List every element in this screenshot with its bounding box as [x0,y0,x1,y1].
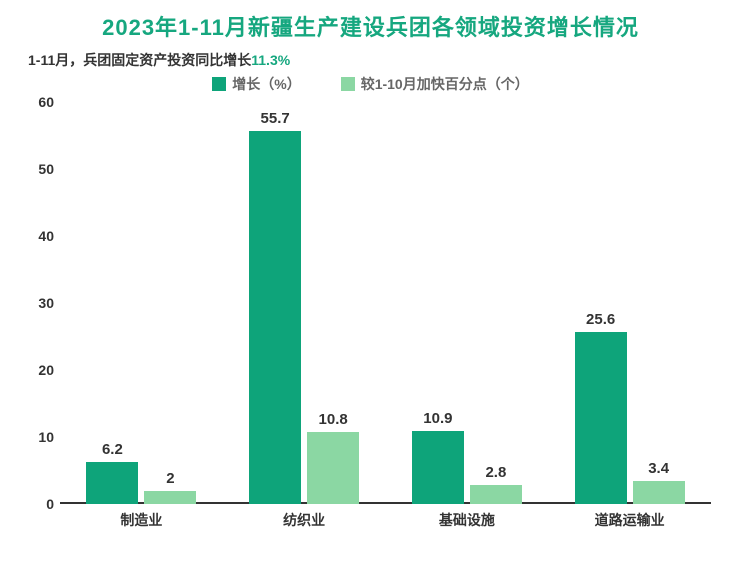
bar-value-label: 10.8 [319,411,348,428]
legend-label-1: 增长（%） [232,74,300,94]
x-axis-labels: 制造业 纺织业 基础设施 道路运输业 [60,508,711,532]
bar-wrap: 3.4 [633,481,685,504]
bar-group: 25.6 3.4 [575,332,685,504]
chart-title: 2023年1-11月新疆生产建设兵团各领域投资增长情况 [20,10,721,42]
bar [470,485,522,504]
bar-value-label: 2.8 [485,464,506,481]
bar [575,332,627,504]
subtitle-prefix: 1-11月，兵团固定资产投资同比增长 [28,52,251,68]
x-axis-label: 纺织业 [283,510,325,530]
bar [86,462,138,504]
bar [412,431,464,504]
bar-wrap: 10.9 [412,431,464,504]
y-tick: 10 [20,429,54,445]
y-tick: 60 [20,94,54,110]
bar-wrap: 6.2 [86,462,138,504]
bar-value-label: 2 [166,470,174,487]
bar-group: 10.9 2.8 [412,431,522,504]
legend-swatch-1 [212,77,226,91]
chart-subtitle: 1-11月，兵团固定资产投资同比增长11.3% [28,50,721,70]
bar-group: 6.22 [86,462,196,504]
bar-group: 55.710.8 [249,131,359,504]
bar-value-label: 10.9 [423,410,452,427]
bar [307,432,359,504]
bar-wrap: 10.8 [307,432,359,504]
bar-wrap: 2 [144,491,196,504]
x-axis-label: 基础设施 [439,510,495,530]
bar-wrap: 2.8 [470,485,522,504]
chart-area: 01020304050606.2255.710.810.92.825.63.4 … [60,102,711,532]
x-axis-label: 道路运输业 [595,510,665,530]
legend-item-growth: 增长（%） [212,74,300,94]
bar [144,491,196,504]
chart-container: 2023年1-11月新疆生产建设兵团各领域投资增长情况 1-11月，兵团固定资产… [0,0,741,582]
y-tick: 50 [20,161,54,177]
bar-wrap: 55.7 [249,131,301,504]
legend-label-2: 较1-10月加快百分点（个） [361,74,529,94]
bar-wrap: 25.6 [575,332,627,504]
y-tick: 20 [20,362,54,378]
legend-swatch-2 [341,77,355,91]
bar [249,131,301,504]
legend: 增长（%） 较1-10月加快百分点（个） [20,74,721,94]
plot-area: 01020304050606.2255.710.810.92.825.63.4 [60,102,711,504]
legend-item-accel: 较1-10月加快百分点（个） [341,74,529,94]
bar-value-label: 3.4 [648,460,669,477]
y-tick: 40 [20,228,54,244]
y-tick: 0 [20,496,54,512]
bar-value-label: 55.7 [261,110,290,127]
y-tick: 30 [20,295,54,311]
bar [633,481,685,504]
x-axis-label: 制造业 [120,510,162,530]
bar-value-label: 25.6 [586,311,615,328]
bar-value-label: 6.2 [102,441,123,458]
subtitle-highlight: 11.3% [251,52,290,68]
